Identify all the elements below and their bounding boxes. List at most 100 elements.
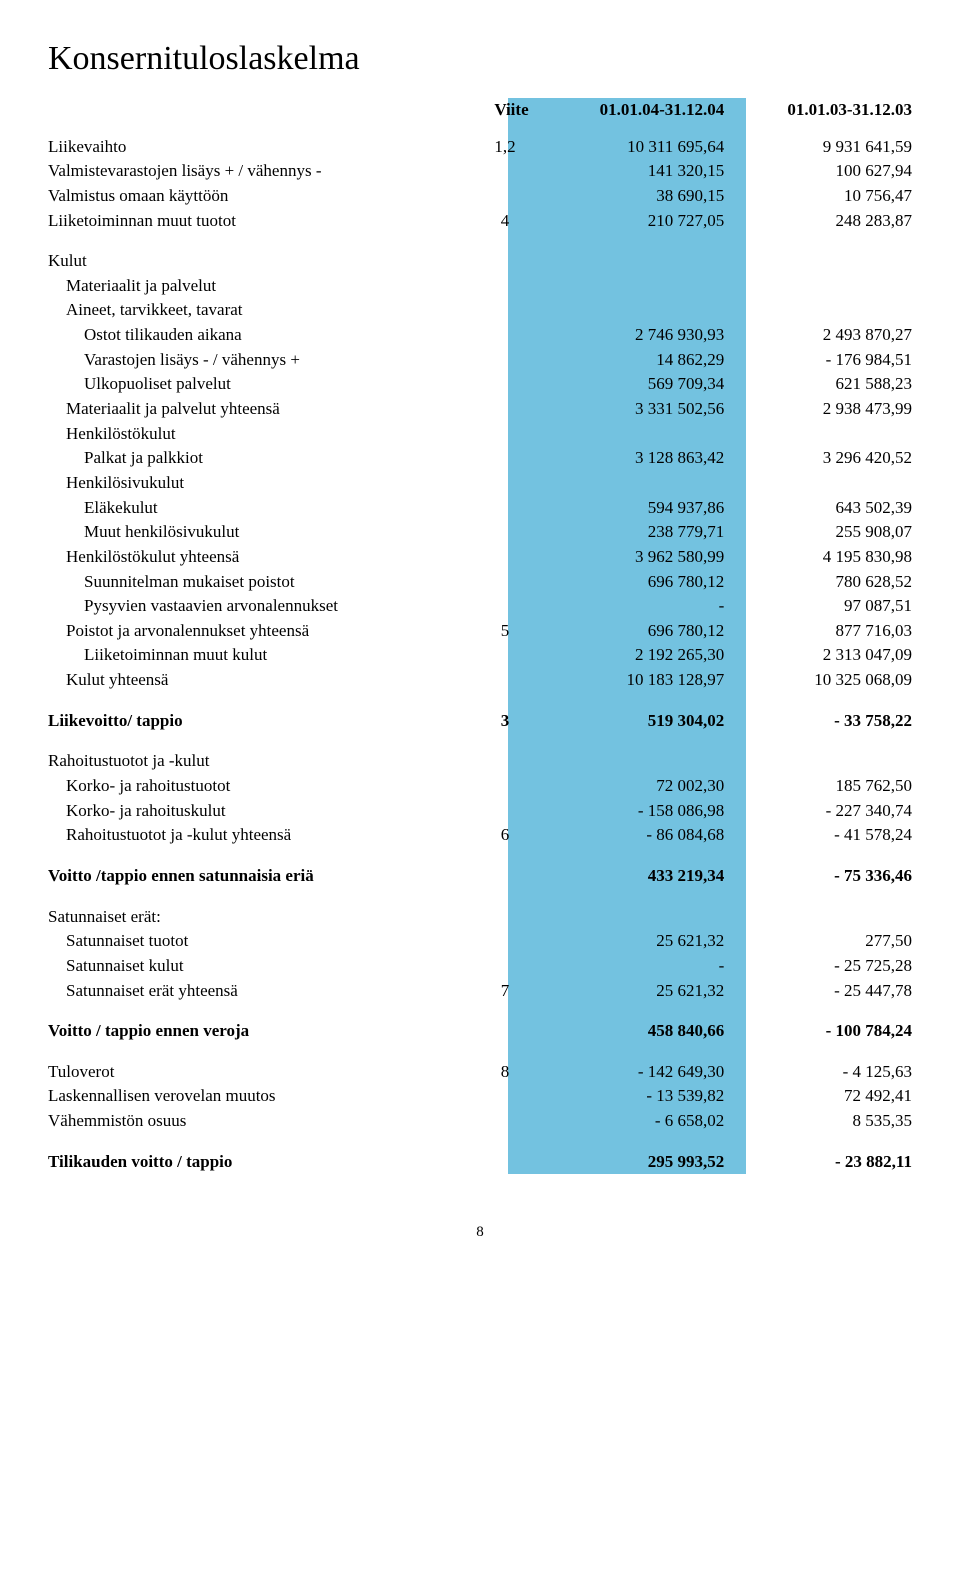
row-label: Poistot ja arvonalennukset yhteensä	[48, 619, 471, 644]
row-value-current: 25 621,32	[539, 929, 745, 954]
header-period2: 01.01.03-31.12.03	[744, 98, 912, 135]
row-viite: 7	[471, 979, 538, 1004]
row-value-current: 569 709,34	[539, 372, 745, 397]
row-value-prior: - 227 340,74	[744, 799, 912, 824]
row-value-current	[539, 471, 745, 496]
row-label: Palkat ja palkkiot	[48, 446, 471, 471]
row-value-prior: - 25 447,78	[744, 979, 912, 1004]
row-label: Kulut yhteensä	[48, 668, 471, 693]
row-label: Ulkopuoliset palvelut	[48, 372, 471, 397]
row-value-prior: 643 502,39	[744, 496, 912, 521]
row-value-prior: - 75 336,46	[744, 864, 912, 889]
row-label: Suunnitelman mukaiset poistot	[48, 570, 471, 595]
table-row: Eläkekulut594 937,86643 502,39	[48, 496, 912, 521]
row-value-current: - 13 539,82	[539, 1084, 745, 1109]
row-value-current: 696 780,12	[539, 619, 745, 644]
row-viite	[471, 471, 538, 496]
table-row	[48, 233, 912, 249]
row-label: Tilikauden voitto / tappio	[48, 1150, 471, 1175]
row-viite	[471, 594, 538, 619]
row-value-prior	[744, 249, 912, 274]
table-row	[48, 1044, 912, 1060]
row-value-current: 10 311 695,64	[539, 135, 745, 160]
row-label: Valmistevarastojen lisäys + / vähennys -	[48, 159, 471, 184]
row-value-prior	[744, 905, 912, 930]
row-label: Valmistus omaan käyttöön	[48, 184, 471, 209]
row-label: Satunnaiset tuotot	[48, 929, 471, 954]
row-label: Varastojen lisäys - / vähennys +	[48, 348, 471, 373]
table-row: Satunnaiset erät:	[48, 905, 912, 930]
table-row: Ulkopuoliset palvelut 569 709,34621 588,2…	[48, 372, 912, 397]
table-row	[48, 733, 912, 749]
table-row: Henkilöstökulut	[48, 422, 912, 447]
table-row: Voitto / tappio ennen veroja 458 840,66- …	[48, 1019, 912, 1044]
row-label: Satunnaiset erät:	[48, 905, 471, 930]
table-row: Rahoitustuotot ja -kulut	[48, 749, 912, 774]
table-row: Henkilöstökulut yhteensä3 962 580,994 19…	[48, 545, 912, 570]
row-value-prior: 621 588,23	[744, 372, 912, 397]
row-label: Henkilöstökulut yhteensä	[48, 545, 471, 570]
table-row: Rahoitustuotot ja -kulut yhteensä6- 86 0…	[48, 823, 912, 848]
row-value-prior: 277,50	[744, 929, 912, 954]
row-label: Kulut	[48, 249, 471, 274]
table-row: Liikevoitto/ tappio3519 304,02- 33 758,2…	[48, 709, 912, 734]
row-value-prior: 780 628,52	[744, 570, 912, 595]
row-value-current: 38 690,15	[539, 184, 745, 209]
row-viite	[471, 520, 538, 545]
table-row	[48, 1134, 912, 1150]
row-value-prior: 4 195 830,98	[744, 545, 912, 570]
row-value-current	[539, 905, 745, 930]
table-row: Henkilösivukulut	[48, 471, 912, 496]
row-value-prior: 3 296 420,52	[744, 446, 912, 471]
row-viite	[471, 954, 538, 979]
table-row: Materiaalit ja palvelut	[48, 274, 912, 299]
row-viite	[471, 864, 538, 889]
row-label: Tuloverot	[48, 1060, 471, 1085]
row-value-current: 72 002,30	[539, 774, 745, 799]
row-value-current: 295 993,52	[539, 1150, 745, 1175]
row-value-current: 458 840,66	[539, 1019, 745, 1044]
table-row	[48, 848, 912, 864]
row-value-current	[539, 422, 745, 447]
row-value-prior	[744, 298, 912, 323]
table-row: Liiketoiminnan muut kulut2 192 265,302 3…	[48, 643, 912, 668]
row-label: Henkilösivukulut	[48, 471, 471, 496]
row-viite: 3	[471, 709, 538, 734]
table-row: Voitto /tappio ennen satunnaisia eriä433…	[48, 864, 912, 889]
table-row: Materiaalit ja palvelut yhteensä3 331 50…	[48, 397, 912, 422]
table-row: Liikevaihto1,210 311 695,649 931 641,59	[48, 135, 912, 160]
row-viite	[471, 1109, 538, 1134]
row-value-prior: - 41 578,24	[744, 823, 912, 848]
table-row	[48, 1003, 912, 1019]
row-label: Voitto / tappio ennen veroja	[48, 1019, 471, 1044]
table-row: Liiketoiminnan muut tuotot4210 727,05248…	[48, 209, 912, 234]
row-label: Vähemmistön osuus	[48, 1109, 471, 1134]
table-row: Ostot tilikauden aikana2 746 930,932 493…	[48, 323, 912, 348]
row-viite	[471, 545, 538, 570]
row-viite	[471, 159, 538, 184]
row-viite	[471, 274, 538, 299]
row-value-prior	[744, 749, 912, 774]
row-viite	[471, 1150, 538, 1175]
row-label: Materiaalit ja palvelut yhteensä	[48, 397, 471, 422]
row-value-prior: - 100 784,24	[744, 1019, 912, 1044]
table-row: Palkat ja palkkiot 3 128 863,423 296 420,…	[48, 446, 912, 471]
row-value-prior: 2 313 047,09	[744, 643, 912, 668]
row-value-current: 519 304,02	[539, 709, 745, 734]
row-viite	[471, 749, 538, 774]
row-value-prior: 877 716,03	[744, 619, 912, 644]
row-value-prior: - 4 125,63	[744, 1060, 912, 1085]
row-viite	[471, 422, 538, 447]
row-viite	[471, 774, 538, 799]
row-viite	[471, 184, 538, 209]
row-label: Laskennallisen verovelan muutos	[48, 1084, 471, 1109]
row-viite	[471, 905, 538, 930]
row-value-current: 3 128 863,42	[539, 446, 745, 471]
table-row: Satunnaiset kulut-- 25 725,28	[48, 954, 912, 979]
row-value-prior	[744, 274, 912, 299]
row-viite	[471, 323, 538, 348]
row-value-current: 594 937,86	[539, 496, 745, 521]
row-value-current: 210 727,05	[539, 209, 745, 234]
row-label: Ostot tilikauden aikana	[48, 323, 471, 348]
row-value-current: 25 621,32	[539, 979, 745, 1004]
